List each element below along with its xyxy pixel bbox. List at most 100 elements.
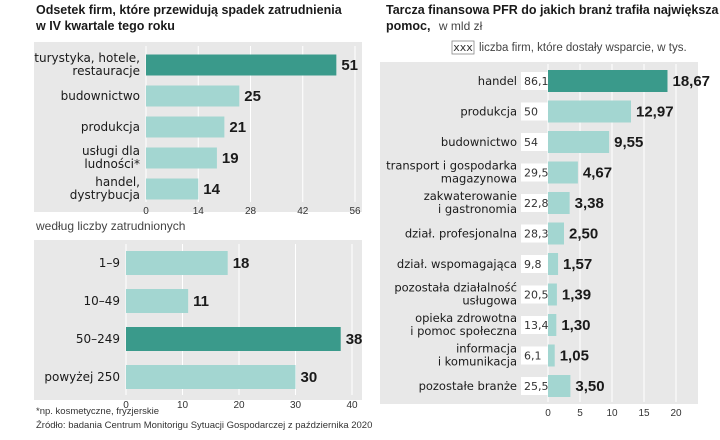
firm-count-box	[521, 224, 548, 243]
value-label: 18	[233, 255, 250, 272]
category-label: usługowa	[462, 294, 517, 308]
category-label: budownictwo	[441, 135, 517, 149]
x-tick-label: 56	[349, 206, 361, 217]
category-label: restauracje	[72, 64, 140, 78]
bar	[146, 116, 225, 138]
firm-count-label: 13,4	[524, 319, 549, 332]
firm-count-label: 28,3	[524, 228, 549, 241]
category-label: ludności*	[84, 157, 140, 171]
bar	[548, 253, 559, 275]
category-label: pozostałe branże	[419, 379, 517, 393]
x-tick-label: 15	[638, 408, 650, 419]
category-label: produkcja	[81, 120, 140, 134]
x-tick-label: 40	[346, 400, 358, 411]
value-label: 12,97	[636, 104, 674, 121]
category-label: dział. wspomagająca	[397, 257, 517, 271]
firm-count-box	[521, 163, 548, 182]
x-tick-label: 10	[606, 408, 618, 419]
value-label: 1,05	[560, 348, 589, 365]
chart-company-size-layoffs: 0 10 20 30 40 18 1–9 11 10–49 38 50–249 30 powyżej 2…	[44, 244, 362, 411]
category-label: 1–9	[99, 256, 120, 270]
category-label: powyżej 250	[44, 370, 120, 384]
value-label: 3,50	[575, 378, 604, 395]
firm-count-label: 25,5	[524, 380, 549, 393]
firm-count-box	[521, 255, 548, 273]
value-label: 2,50	[569, 226, 598, 243]
bar	[548, 314, 557, 336]
bar	[548, 70, 668, 92]
category-label: i pomoc społeczna	[410, 324, 517, 338]
x-tick-label: 30	[290, 400, 302, 411]
firm-count-box	[521, 285, 548, 304]
firm-count-box	[521, 346, 548, 365]
x-tick-label: 0	[143, 206, 149, 217]
value-label: 25	[244, 88, 261, 105]
firm-count-label: 6,1	[524, 350, 542, 363]
value-label: 19	[222, 150, 239, 167]
x-tick-label: 0	[123, 400, 129, 411]
bar	[548, 192, 570, 214]
bar	[548, 131, 610, 153]
category-label: turystyka, hotele,	[34, 51, 140, 65]
firm-count-box	[521, 72, 548, 90]
category-label: usługi dla	[82, 144, 140, 158]
firm-count-label: 54	[524, 136, 538, 149]
right-title-line-2: pomoc, w mld zł	[386, 17, 483, 34]
category-label: handel,	[95, 175, 140, 189]
category-label: budownictwo	[61, 89, 140, 103]
firm-count-box	[521, 133, 548, 151]
value-label: 18,67	[672, 73, 710, 90]
x-tick-label: 28	[245, 206, 257, 217]
category-label: opieka zdrowotna	[415, 311, 517, 325]
value-label: 1,57	[563, 256, 592, 273]
value-label: 1,39	[562, 287, 591, 304]
chart-industry-layoffs: 0 14 28 42 56 51 turystyka, hotele,restauracje…	[34, 46, 361, 217]
x-tick-label: 5	[577, 408, 583, 419]
middle-label: według liczby zatrudnionych	[35, 219, 185, 233]
firm-count-label: 29,5	[524, 167, 549, 180]
x-tick-label: 20	[233, 400, 245, 411]
category-label: 50–249	[76, 332, 120, 346]
bar	[548, 222, 564, 245]
footnote: *np. kosmetyczne, fryzjerskie	[36, 406, 159, 417]
bar	[126, 365, 296, 389]
right-title-bold: pomoc,	[386, 19, 430, 33]
firm-count-label: 86,1	[524, 75, 549, 88]
bar	[126, 327, 341, 351]
legend-text: liczba firm, które dostały wsparcie, w t…	[479, 42, 687, 54]
value-label: 4,67	[583, 165, 612, 182]
category-label: produkcja	[460, 105, 517, 119]
x-tick-label: 14	[193, 206, 205, 217]
right-title-unit: w mld zł	[438, 19, 483, 33]
firm-count-label: 22,8	[524, 197, 549, 210]
category-label: dział. profesjonalna	[405, 227, 517, 241]
value-label: 21	[229, 119, 246, 136]
bar	[146, 147, 217, 169]
bar	[126, 289, 189, 313]
bar	[126, 251, 228, 275]
source-note: Źródło: badania Centrum Monitorigu Sytua…	[36, 420, 372, 431]
value-label: 11	[193, 293, 209, 310]
category-label: i komunikacja	[438, 355, 517, 369]
firm-count-box	[521, 377, 548, 395]
bar	[548, 375, 571, 397]
value-label: 1,30	[561, 317, 590, 334]
legend-box-text: xxx	[453, 41, 473, 54]
bar	[146, 54, 337, 76]
left-title-line-2: w IV kwartale tego roku	[35, 19, 175, 33]
bar	[146, 178, 199, 200]
category-label: transport i gospodarka	[386, 159, 517, 173]
bar	[548, 100, 632, 123]
firm-count-label: 50	[524, 106, 538, 119]
right-title-line-1: Tarcza finansowa PFR do jakich branż tra…	[386, 3, 720, 17]
category-label: pozostała działalność	[394, 281, 517, 295]
bar	[548, 283, 557, 306]
firm-count-label: 9,8	[524, 258, 542, 271]
bar	[548, 161, 578, 184]
value-label: 51	[341, 57, 358, 74]
firm-count-box	[521, 316, 548, 334]
value-label: 9,55	[614, 134, 643, 151]
x-tick-label: 0	[545, 408, 551, 419]
x-tick-label: 10	[177, 400, 189, 411]
